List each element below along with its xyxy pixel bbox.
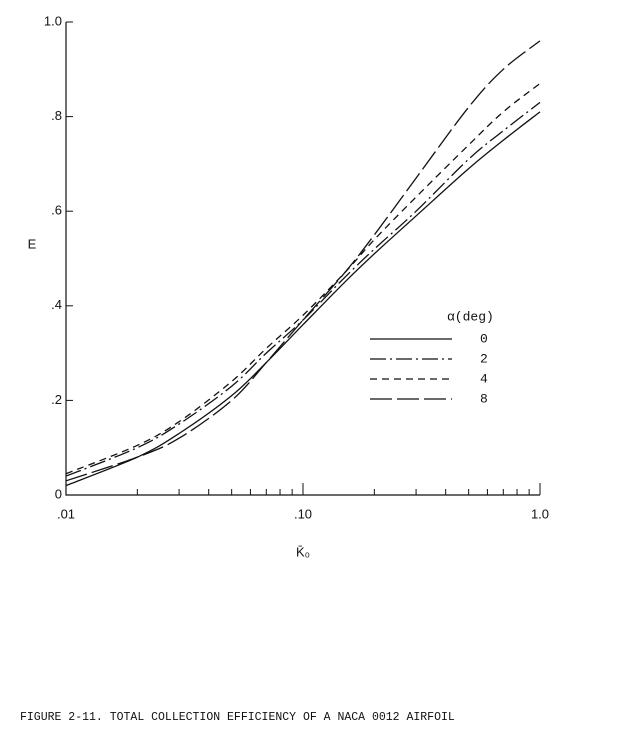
x-tick-label: .01 [57,506,75,521]
y-tick-label: .4 [51,297,62,312]
y-tick-label: .2 [51,392,62,407]
x-tick-label: 1.0 [531,506,549,521]
legend-label: 8 [480,391,488,406]
line [65,101,541,477]
x-axis-label: K̄₀ [296,544,310,559]
y-tick-label: 0 [55,486,62,501]
line [65,111,541,487]
x-tick-label: .10 [294,506,312,521]
legend-title: α(deg) [447,309,494,324]
y-tick-label: .6 [51,203,62,218]
line [65,82,541,475]
y-tick-label: 1.0 [44,13,62,28]
legend-label: 0 [480,331,488,346]
axes [65,22,540,496]
line [65,40,541,482]
legend-label: 4 [480,371,488,386]
y-axis-label: E [28,236,37,251]
caption: FIGURE 2-11. TOTAL COLLECTION EFFICIENCY… [20,711,455,724]
y-tick-label: .8 [51,108,62,123]
legend-label: 2 [480,351,488,366]
